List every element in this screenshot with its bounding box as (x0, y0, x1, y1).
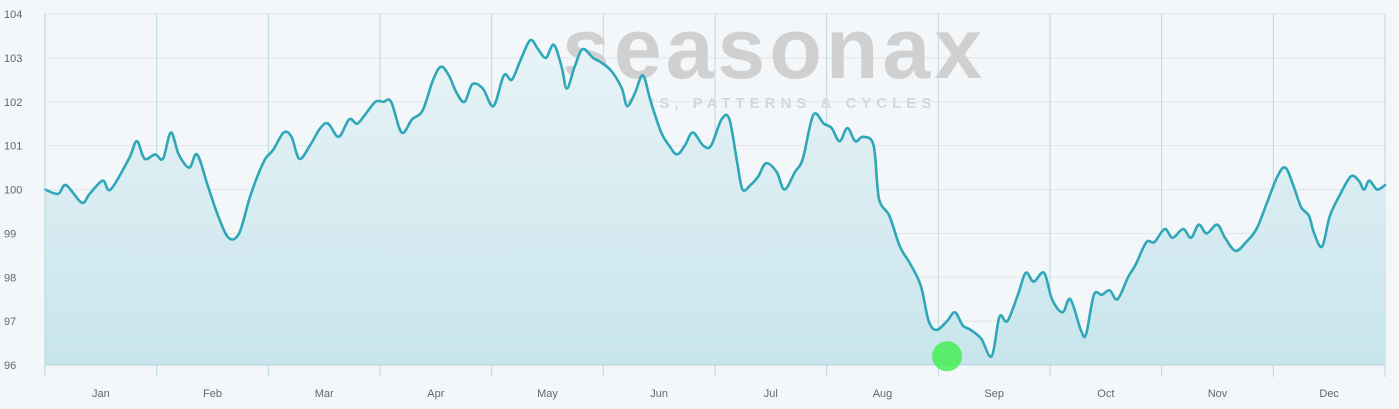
y-tick-label: 96 (4, 360, 16, 372)
y-tick-label: 101 (4, 141, 22, 153)
x-tick-label: Dec (1319, 388, 1339, 400)
x-tick-label: Oct (1097, 388, 1114, 400)
y-tick-label: 98 (4, 272, 16, 284)
y-tick-label: 102 (4, 97, 22, 109)
low-point-marker (932, 341, 963, 372)
y-axis-ticks: 96 97 98 99 100 101 102 103 104 (4, 9, 22, 372)
watermark-brand: seasonax (562, 1, 986, 97)
x-tick-label: Nov (1208, 388, 1228, 400)
x-tick-label: Mar (315, 388, 334, 400)
x-tick-label: Jun (650, 388, 668, 400)
y-tick-label: 100 (4, 185, 22, 197)
x-tick-label: Aug (873, 388, 893, 400)
y-tick-label: 97 (4, 316, 16, 328)
watermark-tagline: SEASONS, PATTERNS & CYCLES (566, 95, 936, 112)
x-tick-label: Jan (92, 388, 110, 400)
series-area (45, 39, 1385, 365)
y-tick-label: 99 (4, 228, 16, 240)
seasonax-watermark: seasonax SEASONS, PATTERNS & CYCLES (562, 1, 986, 112)
x-tick-label: Sep (984, 388, 1004, 400)
x-tick-label: May (537, 388, 558, 400)
x-axis-ticks: Jan Feb Mar Apr May Jun Jul Aug Sep Oct Nov Dec (92, 388, 1339, 400)
x-tick-label: Apr (427, 388, 444, 400)
x-tick-label: Feb (203, 388, 222, 400)
axes (44, 14, 1385, 366)
y-tick-label: 103 (4, 53, 22, 65)
x-tick-label: Jul (764, 388, 778, 400)
y-tick-label: 104 (4, 9, 22, 21)
series-line (43, 38, 1387, 358)
